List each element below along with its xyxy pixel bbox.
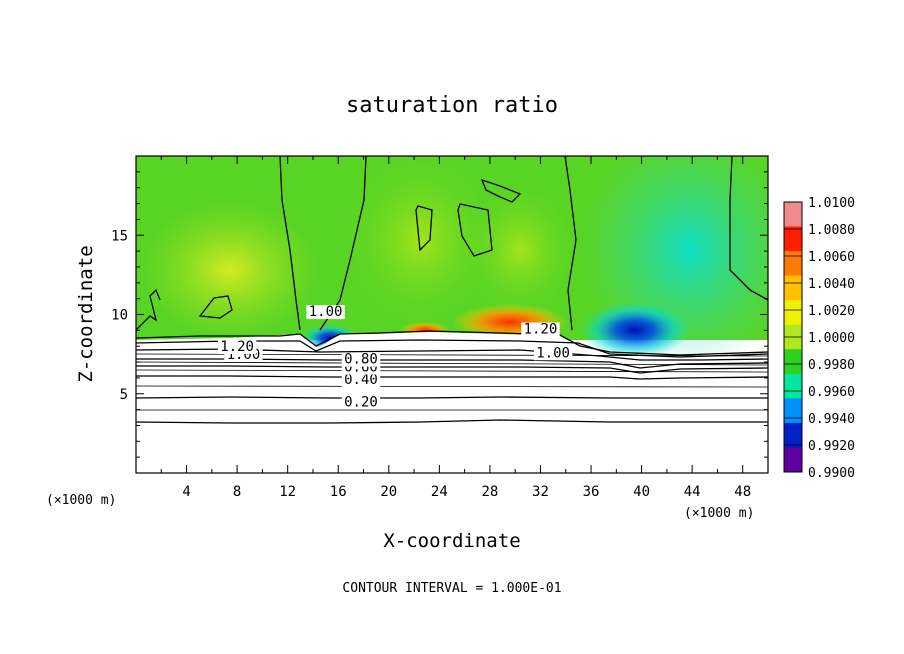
x-tick-label: 24 [431,484,448,500]
contour-line-0-80 [136,358,768,369]
colorbar: 1.0100 1.0080 1.0060 1.0040 1.0020 1.0000 0.99… [783,196,855,481]
contour-label-bg [341,395,381,410]
y-axis-title: Z-coordinate [75,245,97,382]
contour-line-1-20 [136,339,768,358]
colorbar-label: 0.9960 [808,385,855,400]
x-axis-unit-left: (×1000 m) [46,493,116,508]
subsaturated-core [580,302,690,358]
x-tick-label: 20 [380,484,397,500]
yellowish-region-left [140,200,320,340]
contour-interval-note: CONTOUR INTERVAL = 1.000E-01 [342,581,561,596]
contour-labels: 0.200.400.600.801.001.201.001.201.00 [217,304,573,410]
cloud-cell-top [480,178,522,203]
colorbar-swatch [784,398,802,424]
colorbar-swatch [784,422,802,448]
contour-line-thin-3 [136,369,768,373]
colorbar-label: 0.9940 [808,412,855,427]
colorbar-label: 1.0000 [808,331,855,346]
colorbar-label: 1.0100 [808,196,855,211]
contour-label-bg [341,373,381,388]
cloud-edge-bottom-left [136,288,161,331]
lime-region-right [460,180,580,320]
colorbar-label: 0.9980 [808,358,855,373]
cloud-edge-left [279,156,301,331]
y-axis: 5 10 15 [111,171,768,458]
lime-region-center [340,156,500,330]
x-tick-label: 8 [233,484,241,500]
x-axis-unit-right: (×1000 m) [684,506,754,521]
x-tick-label: 36 [583,484,600,500]
x-axis-title: X-coordinate [383,530,520,552]
x-tick-label: 44 [684,484,701,500]
x-tick-label: 28 [481,484,498,500]
colorbar-swatch [784,251,802,277]
colorbar-label: 1.0080 [808,223,855,238]
colorbar-label: 0.9920 [808,439,855,454]
colorbar-label: 1.0060 [808,250,855,265]
saturation-field [136,156,768,473]
y-tick-label: 10 [111,308,128,324]
colorbar-swatch [784,373,802,399]
x-tick-label: 4 [182,484,190,500]
contour-label: 1.00 [309,304,343,320]
contour-label-bg [217,339,257,354]
cloud-cell-center [415,205,433,252]
colorbar-swatch [784,202,802,228]
contour-label: 0.80 [344,352,378,368]
x-axis: 4 8 12 16 20 24 28 32 36 40 44 48 [160,156,751,500]
y-tick-label: 5 [120,387,128,403]
colorbar-swatch [784,275,802,301]
colorbar-swatch [784,447,802,473]
x-tick-label: 12 [279,484,296,500]
y-tick-label: 15 [111,228,128,244]
colorbar-label: 0.9900 [808,466,855,481]
contour-label-bg [521,322,560,337]
x-tick-label: 48 [734,484,751,500]
contour-label: 0.40 [344,372,378,388]
contour-label: 0.20 [344,394,378,410]
x-tick-label: 32 [532,484,549,500]
x-tick-label: 40 [633,484,650,500]
x-tick-label: 16 [330,484,347,500]
cloud-cell-right [457,203,493,257]
contour-label: 1.20 [220,339,254,355]
colorbar-swatch [784,349,802,375]
colorbar-swatch [784,226,802,252]
colorbar-label: 1.0020 [808,304,855,319]
contour-label: 1.20 [524,322,558,338]
contour-label-bg [306,305,345,320]
cloud-edge-right [564,156,577,331]
contour-line-thin-2 [136,361,768,366]
contour-label-bg [341,352,381,367]
contour-label-bg [533,346,573,361]
contour-line-1-20-upper [136,330,768,356]
cloud-edge-far-right [729,156,768,301]
contour-line-0-60 [136,365,768,374]
colorbar-swatch [784,300,802,326]
contour-line-thin-4 [136,385,768,388]
contour-line-base [136,419,768,424]
cloud-cell-small-left [198,295,233,319]
colorbar-label: 1.0040 [808,277,855,292]
contour-line-0-40 [136,375,768,380]
chart-title: saturation ratio [346,93,558,118]
contour-lines [136,156,768,424]
contour-label: 1.00 [536,345,570,361]
contour-line-0-20 [136,396,768,399]
